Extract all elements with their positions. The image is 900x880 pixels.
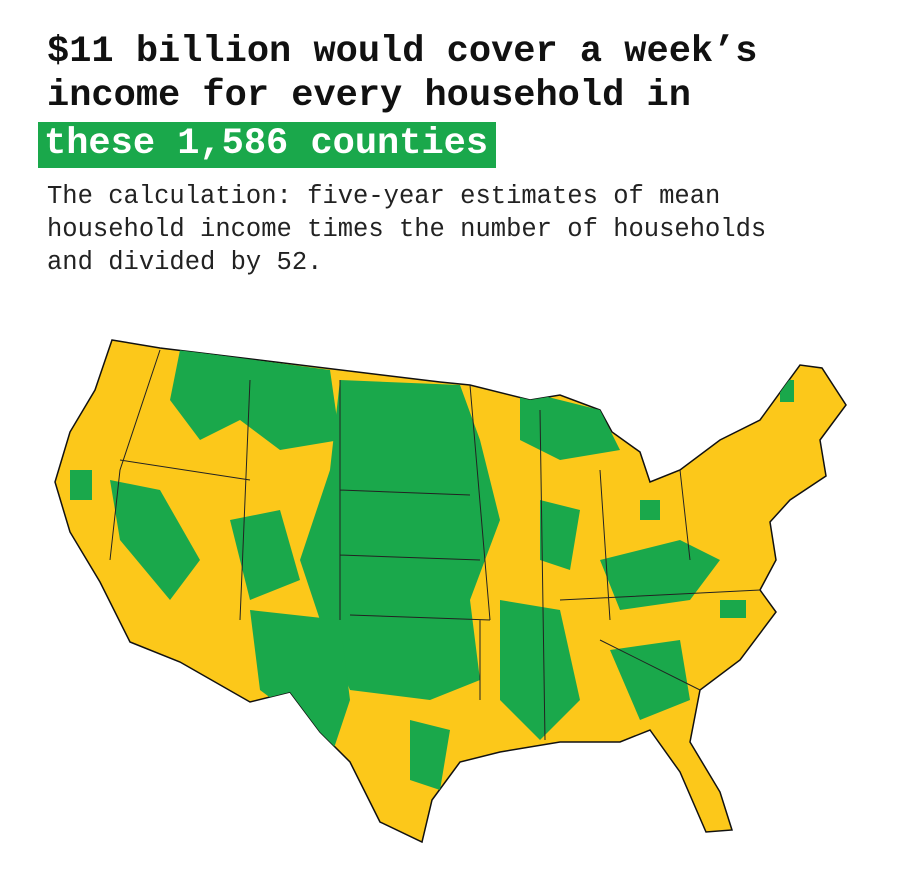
region: [410, 720, 450, 790]
title-line: income for every household in: [47, 75, 691, 117]
description-line: and divided by 52.: [47, 248, 323, 277]
description: The calculation: five-year estimates of …: [47, 180, 766, 279]
map: [54, 339, 847, 844]
region: [720, 600, 746, 618]
region: [250, 610, 350, 760]
region: [610, 640, 690, 720]
title-line: $11 billion would cover a week’s: [47, 31, 758, 73]
state-borders: [109, 349, 761, 741]
region: [230, 510, 300, 600]
region: [780, 380, 794, 402]
description-line: The calculation: five-year estimates of …: [47, 182, 721, 211]
region: [540, 500, 580, 570]
title-highlight: these 1,586 counties: [38, 122, 497, 168]
title: $11 billion would cover a week’s income …: [38, 30, 758, 168]
region: [500, 600, 580, 740]
region: [640, 500, 660, 520]
region: [300, 380, 500, 700]
land: [54, 339, 847, 844]
border: [109, 349, 761, 741]
region: [170, 350, 340, 450]
description-line: household income times the number of hou…: [47, 215, 767, 244]
region: [110, 480, 200, 600]
region: [520, 390, 620, 460]
region: [70, 470, 92, 500]
